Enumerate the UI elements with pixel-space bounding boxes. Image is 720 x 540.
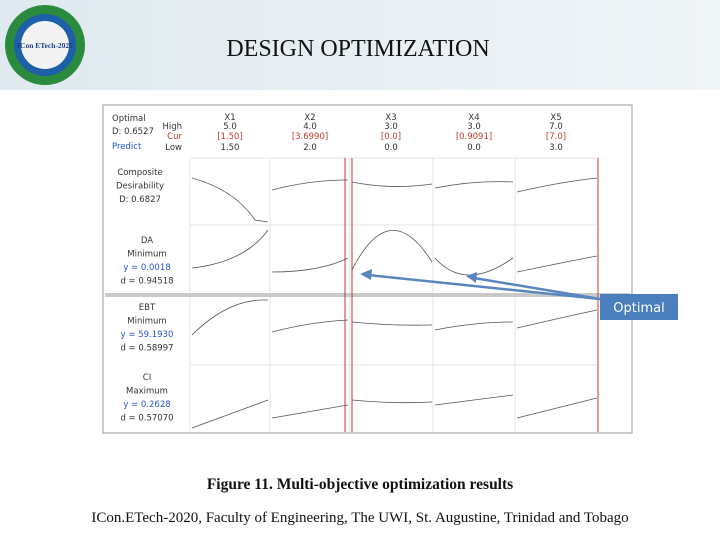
column-high: 4.0 [303,122,317,132]
row-label: Maximum [126,387,168,397]
footer: ICon.ETech-2020, Faculty of Engineering,… [91,510,628,526]
arrows [360,269,601,301]
header-band [0,0,720,90]
column-low: 1.50 [221,143,240,153]
logo: ICon ETech-2020 [5,5,85,85]
legend-cur: Cur [167,132,182,142]
row-label: y = 0.2628 [123,400,170,410]
column-cur: [3.6990] [292,132,328,142]
row-label: d = 0.58997 [120,344,173,354]
column-cur: [7.0] [546,132,566,142]
column-cur: [0.9091] [456,132,492,142]
column-high: 5.0 [223,122,237,132]
row-label: Minimum [127,317,166,327]
column-name: X4 [468,113,479,123]
legend-optimal: Optimal [112,114,146,124]
logo-text: ICon ETech-2020 [17,41,73,50]
column-low: 0.0 [384,143,398,153]
row-label: d = 0.94518 [120,277,173,287]
legend-low: Low [165,143,182,153]
row-label: y = 0.0018 [123,263,170,273]
column-high: 7.0 [549,122,563,132]
column-name: X5 [550,113,561,123]
column-low: 3.0 [549,143,563,153]
caption: Figure 11. Multi-objective optimization … [207,476,513,493]
figure [102,104,633,434]
column-low: 2.0 [303,143,317,153]
annotation-box [600,294,678,320]
column-name: X2 [304,113,315,123]
row-label: DA [141,236,153,246]
legend-d: D: 0.6527 [112,127,154,137]
legend-high: High [162,122,182,132]
slide-title: DESIGN OPTIMIZATION [226,36,489,62]
column-low: 0.0 [467,143,481,153]
row-label: y = 59.1930 [121,330,174,340]
row-label: Minimum [127,250,166,260]
row-label: EBT [139,303,156,313]
column-cur: [1.50] [217,132,243,142]
legend-predict: Predict [112,142,142,152]
row-label: CI [143,373,151,383]
row-label: d = 0.57070 [120,414,173,424]
column-high: 3.0 [384,122,398,132]
column-high: 3.0 [467,122,481,132]
row-label: D: 0.6827 [119,195,161,205]
column-cur: [0.0] [381,132,401,142]
row-label: Desirability [116,182,164,192]
row-label: Composite [117,168,162,178]
annotation: Optimal [613,301,664,316]
column-name: X3 [385,113,396,123]
column-name: X1 [224,113,235,123]
